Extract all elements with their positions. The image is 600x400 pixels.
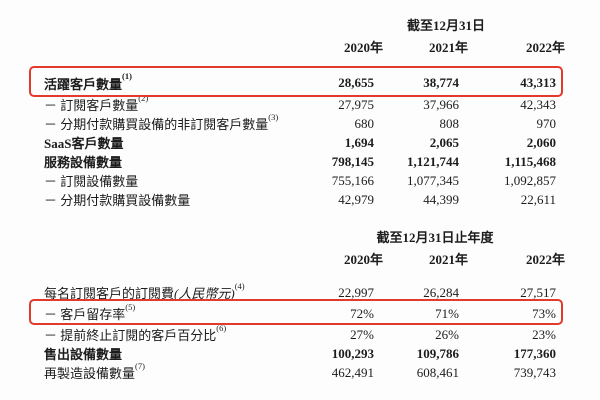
row-value-2022: 23%: [532, 326, 556, 342]
row-value-2021: 1,077,345: [407, 172, 459, 188]
footnote-marker: (4): [234, 280, 245, 291]
row-value-2020: 27,975: [338, 96, 374, 112]
table1-period-header-row: 截至12月31日: [44, 14, 556, 34]
row-label: － 分期付款購買設備的非訂閱客戶數量(3): [44, 111, 279, 132]
row-value-2020: 680: [354, 115, 375, 131]
row-value-2021: 37,966: [423, 96, 459, 112]
row-value-2021: 808: [439, 115, 460, 131]
table-row-saas-customers: SaaS客戶數量 1,694 2,065 2,060: [44, 133, 556, 152]
row-label: 服務設備數量: [44, 155, 123, 170]
row-value-2020: 1,694: [344, 134, 374, 150]
row-value-2022: 73%: [532, 305, 556, 321]
row-label: 再製造設備數量(7): [44, 360, 145, 381]
row-value-2020: 72%: [350, 305, 374, 321]
table-row-subscription-customers: － 訂閱客戶數量(2) 27,975 37,966 42,343: [44, 92, 556, 114]
row-value-2022: 22,611: [520, 191, 556, 207]
row-value-2020: 100,293: [331, 345, 374, 361]
table1-year-header-row: 2020年 2021年 2022年: [44, 36, 565, 56]
row-value-2022: 27,517: [520, 284, 556, 300]
footnote-marker: (3): [268, 111, 279, 122]
footnote-marker: (1): [122, 71, 132, 82]
row-value-2022: 42,343: [520, 96, 556, 112]
table-row-early-termination-percentage: － 提前終止訂閱的客戶百分比(6) 27% 26% 23%: [44, 322, 556, 344]
table-row-customer-retention-rate: － 客戶留存率(5) 72% 71% 73%: [44, 302, 556, 325]
table2-year-header-row: 2020年 2021年 2022年: [44, 248, 565, 268]
operating-metrics-table-2: 截至12月31日止年度 2020年 2021年 2022年 每名訂閱客戶的訂閱費…: [44, 226, 565, 382]
row-value-2021: 26%: [435, 326, 459, 342]
row-label-note: (人民幣元): [174, 286, 235, 301]
table2-period-header-row: 截至12月31日止年度: [44, 226, 556, 246]
row-value-2022: 43,313: [520, 75, 556, 90]
footnote-marker: (5): [125, 301, 136, 312]
row-value-2021: 608,461: [416, 364, 459, 380]
row-value-2020: 42,979: [338, 191, 374, 207]
row-label: － 分期付款購買設備數量: [44, 193, 191, 208]
year-column-header-2020: 2020年: [343, 39, 383, 55]
row-label: － 提前終止訂閱的客戶百分比(6): [44, 322, 227, 343]
row-value-2021: 26,284: [423, 284, 459, 300]
row-value-2022: 177,360: [513, 345, 556, 361]
year-column-header-2020: 2020年: [343, 251, 383, 267]
table2-rows: 每名訂閱客戶的訂閱費(人民幣元)(4) 22,997 26,284 27,517…: [44, 280, 556, 382]
year-column-header-2022: 2022年: [525, 251, 565, 267]
row-value-2021: 1,121,744: [407, 153, 459, 169]
year-column-header-2022: 2022年: [525, 39, 565, 55]
row-value-2022: 1,115,468: [504, 153, 556, 169]
year-column-header-2021: 2021年: [428, 251, 468, 267]
row-label: － 客戶留存率(5): [44, 301, 136, 322]
row-label: 售出設備數量: [44, 347, 123, 362]
table2-period-header: 截至12月31日止年度: [376, 229, 494, 245]
table-row-subscription-fee-per-customer: 每名訂閱客戶的訂閱費(人民幣元)(4) 22,997 26,284 27,517: [44, 280, 556, 302]
footnote-marker: (6): [216, 322, 227, 333]
table1-period-header: 截至12月31日: [406, 17, 485, 33]
footnote-marker: (7): [135, 360, 145, 371]
table1-rows: 活躍客戶數量(1) 28,655 38,774 43,313 － 訂閱客戶數量(…: [44, 71, 556, 209]
row-value-2020: 22,997: [338, 284, 374, 300]
table-row-devices-sold: 售出設備數量 100,293 109,786 177,360: [44, 344, 556, 363]
row-value-2021: 44,399: [423, 191, 459, 207]
table-row-devices-in-service: 服務設備數量 798,145 1,121,744 1,115,468: [44, 152, 556, 171]
footnote-marker: (2): [138, 92, 149, 103]
table-row-active-customers: 活躍客戶數量(1) 28,655 38,774 43,313: [44, 71, 556, 95]
row-label: SaaS客戶數量: [44, 136, 124, 151]
table-row-subscription-devices: － 訂閱設備數量 755,166 1,077,345 1,092,857: [44, 171, 556, 190]
row-value-2020: 27%: [350, 326, 374, 342]
row-value-2020: 28,655: [338, 75, 374, 90]
year-column-header-2021: 2021年: [428, 39, 468, 55]
row-value-2021: 2,065: [429, 134, 459, 150]
row-value-2022: 970: [536, 115, 557, 131]
operating-metrics-table-1: 截至12月31日 2020年 2021年 2022年 活躍客戶數量(1) 28,…: [44, 14, 565, 209]
row-value-2020: 755,166: [331, 172, 374, 188]
row-value-2022: 1,092,857: [504, 172, 556, 188]
row-label: 活躍客戶數量(1): [44, 71, 132, 92]
row-value-2020: 462,491: [331, 364, 374, 380]
row-value-2020: 798,145: [331, 153, 374, 169]
row-value-2022: 739,743: [513, 364, 556, 380]
row-value-2021: 109,786: [416, 345, 459, 361]
row-value-2021: 38,774: [423, 75, 459, 90]
row-label: － 訂閱設備數量: [44, 174, 139, 189]
table-row-installment-purchased-devices: － 分期付款購買設備數量 42,979 44,399 22,611: [44, 190, 556, 209]
row-label: 每名訂閱客戶的訂閱費(人民幣元)(4): [44, 280, 245, 301]
table-row-remanufactured-devices: 再製造設備數量(7) 462,491 608,461 739,743: [44, 360, 556, 382]
row-value-2022: 2,060: [526, 134, 556, 150]
row-value-2021: 71%: [435, 305, 459, 321]
row-label: － 訂閱客戶數量(2): [44, 92, 149, 113]
table-row-installment-non-subscription-customers: － 分期付款購買設備的非訂閱客戶數量(3) 680 808 970: [44, 111, 557, 133]
